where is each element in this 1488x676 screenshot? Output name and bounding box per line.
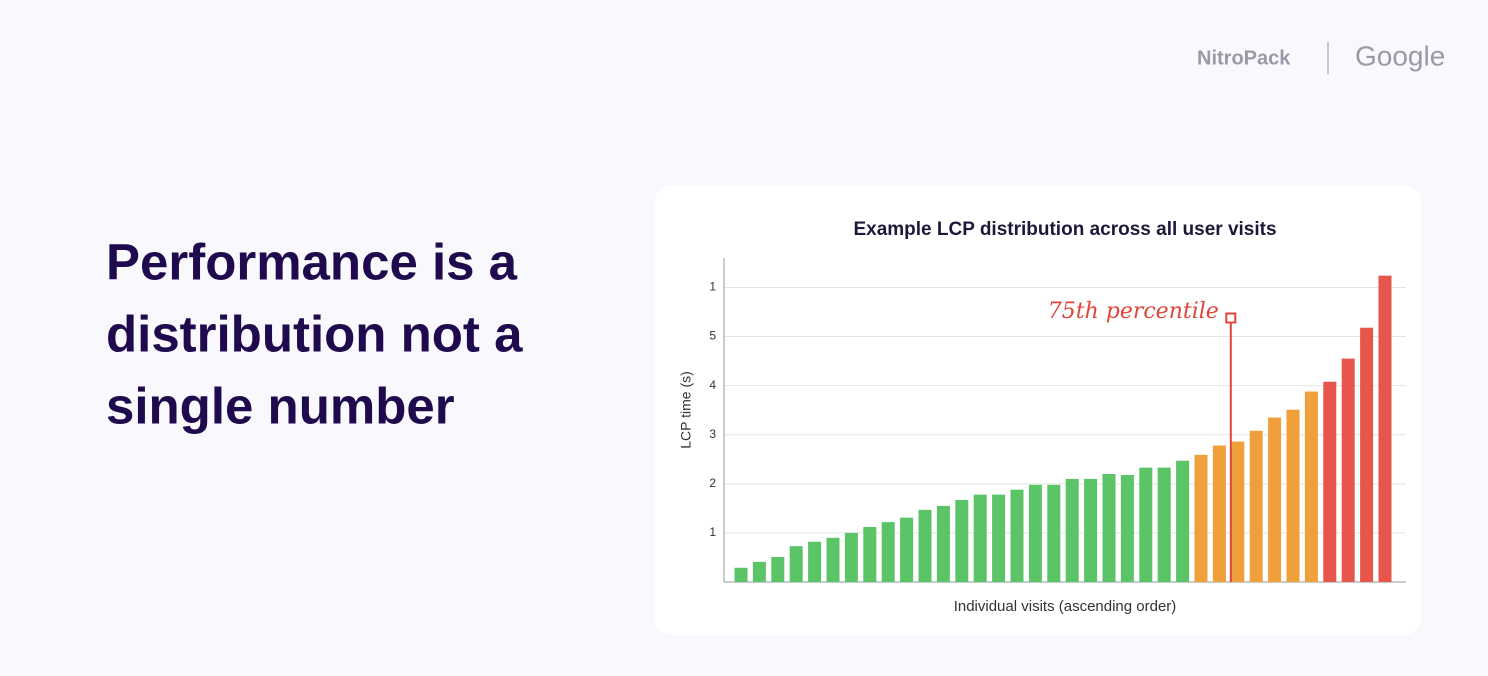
bar	[1047, 484, 1061, 582]
bar	[1378, 275, 1392, 582]
bar	[1341, 358, 1355, 582]
bar	[1268, 417, 1282, 582]
bar	[1176, 460, 1190, 582]
bar	[1065, 478, 1079, 582]
y-tick-label: 2	[709, 476, 716, 490]
y-tick-label: 1	[709, 525, 716, 539]
bar	[992, 494, 1006, 582]
bar	[1120, 474, 1134, 582]
bar	[881, 522, 895, 582]
bar	[808, 541, 822, 582]
bar	[1102, 474, 1116, 582]
logo: Google	[1355, 40, 1445, 71]
bar	[789, 546, 803, 582]
bar	[973, 494, 987, 582]
bar	[918, 509, 932, 582]
bar	[1194, 454, 1208, 582]
chart-card	[655, 186, 1421, 635]
annotation: 75th percentile	[1048, 299, 1219, 324]
bar	[752, 561, 766, 582]
bar	[1360, 327, 1374, 582]
bar	[1249, 430, 1263, 582]
bar	[900, 517, 914, 582]
bar	[1157, 467, 1171, 582]
headline-line: distribution not a	[106, 305, 523, 362]
bar	[1028, 484, 1042, 582]
y-tick-label: 1	[709, 280, 716, 294]
bar	[771, 556, 785, 582]
bar	[863, 527, 877, 582]
bar	[734, 567, 748, 582]
bar	[1286, 409, 1300, 582]
y-tick-label: 3	[709, 427, 716, 441]
headline-line: Performance is a	[106, 233, 518, 290]
bar	[1139, 467, 1153, 582]
logo: NitroPack	[1197, 47, 1291, 69]
headline-line: single number	[106, 377, 455, 434]
y-axis-label: LCP time (s)	[678, 371, 694, 449]
bar	[826, 537, 840, 582]
bar	[1304, 391, 1318, 582]
bar	[844, 532, 858, 582]
y-tick-label: 4	[709, 378, 716, 392]
chart-title: Example LCP distribution across all user…	[853, 219, 1276, 240]
bar	[1084, 478, 1098, 582]
bar	[955, 500, 969, 582]
bar	[1010, 489, 1024, 582]
bar	[1231, 441, 1245, 582]
x-axis-label: Individual visits (ascending order)	[954, 598, 1177, 615]
bar	[1323, 381, 1337, 582]
bar	[1212, 445, 1226, 582]
percentile-marker	[1225, 312, 1237, 324]
bar	[936, 505, 950, 582]
y-tick-label: 5	[709, 329, 716, 343]
